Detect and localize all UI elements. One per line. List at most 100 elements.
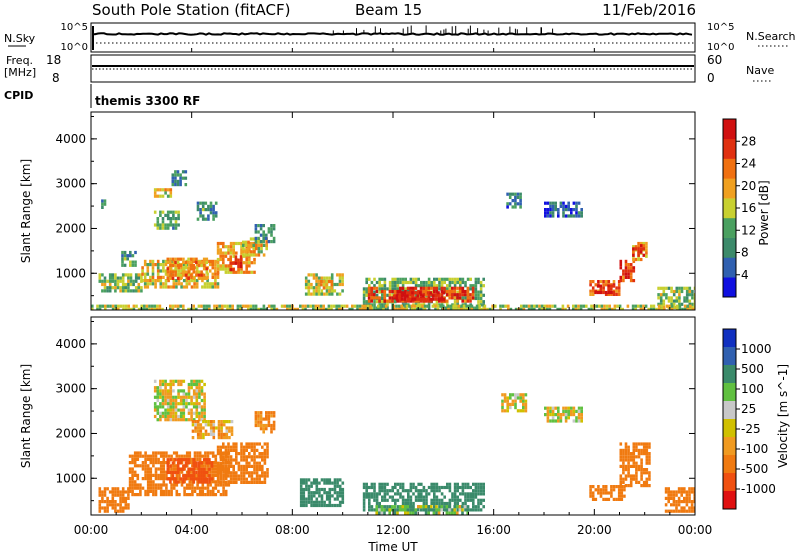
velocity-cell xyxy=(635,455,638,459)
power-cell xyxy=(443,280,446,285)
power-cell xyxy=(449,304,453,308)
power-cell xyxy=(604,280,608,284)
velocity-cell xyxy=(164,414,167,419)
velocity-cell xyxy=(106,506,109,510)
velocity-cell xyxy=(161,411,165,415)
velocity-cell xyxy=(427,511,430,515)
velocity-cell xyxy=(198,402,201,406)
power-cell xyxy=(627,275,630,279)
velocity-cell xyxy=(161,382,165,387)
power-cell xyxy=(544,208,547,212)
velocity-cell xyxy=(170,483,173,487)
velocity-cell xyxy=(220,420,223,424)
velocity-cell xyxy=(688,493,691,497)
power-cell xyxy=(156,263,160,267)
velocity-cell xyxy=(230,429,234,433)
power-cell xyxy=(409,277,413,281)
power-cell xyxy=(141,272,144,276)
power-cell xyxy=(602,286,605,290)
velocity-cell xyxy=(262,417,265,421)
velocity-cell xyxy=(368,495,371,499)
velocity-cell xyxy=(594,488,598,492)
velocity-cell xyxy=(479,492,483,496)
velocity-cell xyxy=(445,511,449,515)
power-cell xyxy=(587,307,591,310)
velocity-cell xyxy=(242,455,246,459)
power-cell xyxy=(197,260,201,264)
power-cell xyxy=(245,248,248,252)
power-cell xyxy=(416,297,419,301)
velocity-cell xyxy=(196,486,199,490)
power-cell xyxy=(474,277,478,281)
power-cell xyxy=(257,243,261,247)
velocity-cell xyxy=(443,501,446,506)
velocity-cell xyxy=(225,432,229,436)
colorbar-tick-label: 28 xyxy=(741,134,756,148)
velocity-cell xyxy=(154,483,158,487)
power-cell xyxy=(662,299,666,303)
velocity-cell xyxy=(365,489,368,493)
velocity-cell xyxy=(182,474,185,478)
velocity-cell xyxy=(144,467,147,471)
power-cell xyxy=(422,280,426,285)
velocity-cell xyxy=(174,414,178,419)
velocity-cell xyxy=(466,508,469,512)
velocity-cell xyxy=(248,480,251,484)
velocity-cell xyxy=(222,436,226,440)
power-cell xyxy=(124,304,128,308)
velocity-cell xyxy=(98,487,102,491)
power-cell xyxy=(506,192,509,196)
velocity-cell xyxy=(208,461,211,465)
power-cell xyxy=(169,273,172,277)
velocity-cell xyxy=(323,500,326,504)
power-cell xyxy=(383,284,387,288)
power-cell xyxy=(427,286,431,290)
power-cell xyxy=(538,307,541,310)
velocity-cell xyxy=(375,511,378,515)
velocity-cell xyxy=(217,429,221,433)
power-cell xyxy=(540,307,544,310)
velocity-cell xyxy=(250,442,254,446)
power-cell xyxy=(629,266,633,270)
power-cell xyxy=(340,304,344,308)
velocity-cell xyxy=(175,464,179,468)
power-cell xyxy=(317,286,321,290)
velocity-cell xyxy=(229,477,233,481)
velocity-cell xyxy=(362,505,366,509)
velocity-cell xyxy=(204,432,208,436)
velocity-cell xyxy=(680,493,683,497)
velocity-cell xyxy=(144,451,147,455)
power-cell xyxy=(398,294,401,298)
velocity-cell xyxy=(242,452,246,456)
power-cell xyxy=(175,279,178,283)
velocity-cell xyxy=(222,480,225,484)
power-cell xyxy=(140,289,143,293)
power-cell xyxy=(452,307,455,310)
power-cell xyxy=(417,306,420,310)
power-cell xyxy=(216,261,220,265)
power-cell xyxy=(435,284,439,288)
velocity-cell xyxy=(180,470,184,474)
power-cell xyxy=(227,264,230,268)
power-cell xyxy=(645,245,648,249)
power-cell xyxy=(325,307,328,310)
power-cell xyxy=(130,307,133,310)
velocity-cell xyxy=(373,489,376,493)
power-cell xyxy=(231,307,234,310)
velocity-cell xyxy=(451,508,454,512)
velocity-cell xyxy=(219,483,223,487)
power-cell xyxy=(479,290,483,294)
velocity-cell xyxy=(176,464,180,468)
power-cell xyxy=(401,303,405,307)
velocity-cell xyxy=(229,448,233,452)
power-cell xyxy=(224,251,228,255)
velocity-cell xyxy=(474,495,478,499)
power-cell xyxy=(211,275,215,279)
power-cell xyxy=(262,307,266,310)
velocity-cell xyxy=(690,490,694,494)
power-cell xyxy=(172,217,175,221)
power-cell xyxy=(420,284,423,288)
velocity-cell xyxy=(139,464,142,468)
power-cell xyxy=(172,259,176,263)
power-cell xyxy=(179,257,183,261)
